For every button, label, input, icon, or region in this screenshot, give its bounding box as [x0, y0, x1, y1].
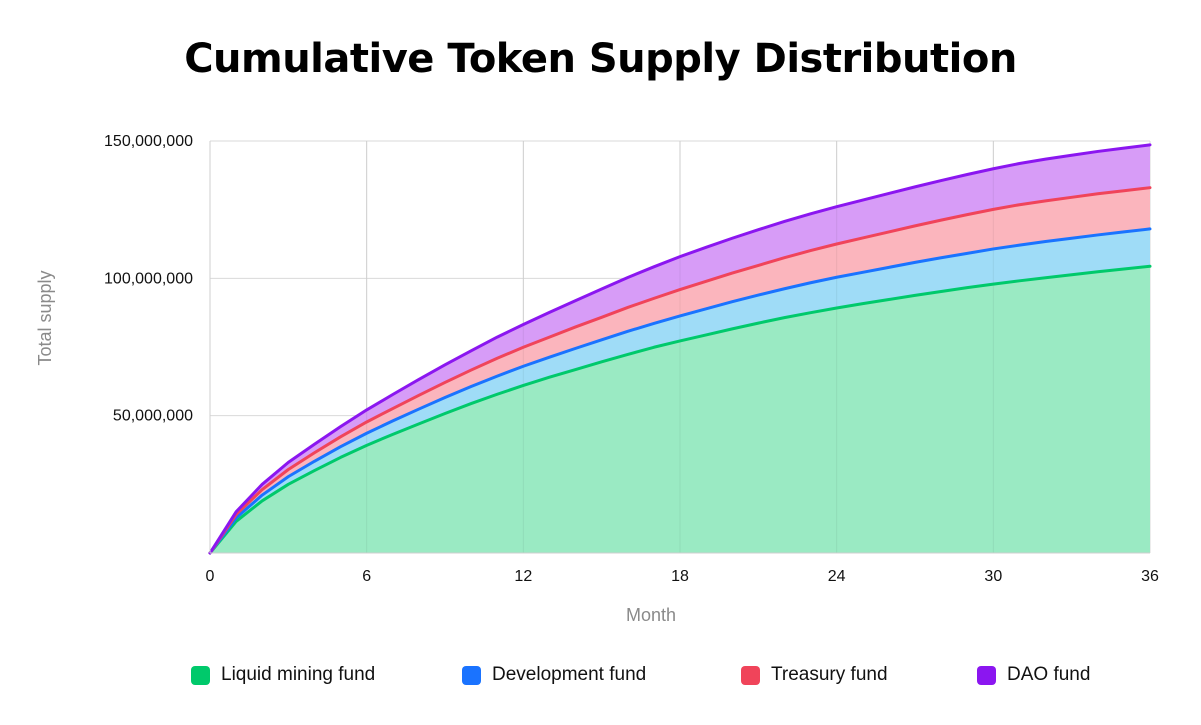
legend-item-dao-fund: DAO fund: [977, 660, 1090, 690]
x-tick-label: 12: [514, 568, 532, 585]
area-layer: [210, 141, 1150, 553]
area-development-fund: [210, 228, 1150, 553]
line-treasury-fund: [208, 186, 1152, 555]
legend: Liquid mining fund Development fund Treasu…: [0, 660, 1201, 690]
legend-item-treasury-fund: Treasury fund: [741, 660, 888, 690]
area-dao-fund: [210, 144, 1150, 553]
area-treasury-fund: [210, 187, 1150, 553]
y-axis-label: Total supply: [35, 270, 55, 365]
x-tick-label: 18: [671, 568, 689, 585]
y-tick-label: 100,000,000: [104, 270, 193, 287]
legend-label: Treasury fund: [771, 664, 888, 685]
chart-title: Cumulative Token Supply Distribution: [184, 36, 1017, 82]
legend-swatch: [977, 665, 996, 685]
line-liquid-mining-fund: [208, 264, 1152, 555]
legend-swatch: [741, 665, 760, 685]
x-tick-label: 36: [1141, 568, 1159, 585]
y-tick-label: 50,000,000: [113, 408, 193, 425]
axis-layer: [209, 141, 1150, 554]
legend-swatch: [462, 665, 481, 685]
area-liquid-mining-fund: [210, 266, 1150, 553]
x-tick-label: 0: [206, 568, 215, 585]
legend-item-development-fund: Development fund: [462, 660, 646, 690]
legend-label: DAO fund: [1007, 664, 1091, 685]
line-development-fund: [208, 227, 1152, 555]
tick-layer: 50,000,000 100,000,000 150,000,000 0 6 12 18 24…: [104, 133, 1159, 585]
line-layer: [208, 143, 1152, 555]
legend-label: Development fund: [492, 664, 647, 685]
y-tick-label: 150,000,000: [104, 133, 193, 150]
line-dao-fund: [208, 143, 1152, 555]
legend-swatch: [191, 665, 210, 685]
x-axis-label: Month: [626, 605, 676, 625]
legend-label: Liquid mining fund: [221, 664, 376, 685]
x-tick-label: 6: [362, 568, 371, 585]
x-tick-label: 30: [984, 568, 1002, 585]
x-tick-label: 24: [828, 568, 846, 585]
legend-item-liquid-mining-fund: Liquid mining fund: [191, 660, 375, 690]
